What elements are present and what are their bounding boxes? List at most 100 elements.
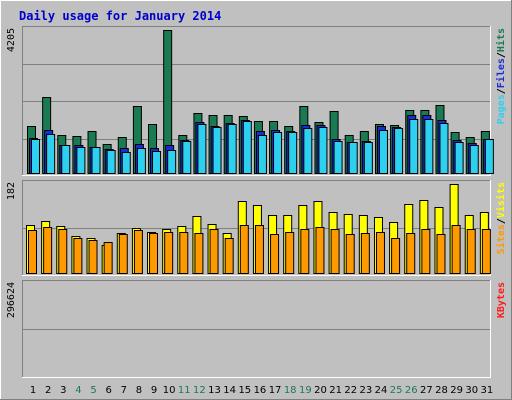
bar-sites-day-16 (254, 225, 264, 274)
x-label-day-2: 2 (45, 385, 51, 396)
x-label-day-28: 28 (435, 385, 448, 396)
y-max-label: 4205 (6, 28, 17, 52)
bar-sites-day-23 (360, 233, 370, 274)
x-label-day-14: 14 (223, 385, 236, 396)
x-label-day-15: 15 (238, 385, 251, 396)
bar-sites-day-28 (436, 234, 446, 274)
bar-pages-day-1 (31, 139, 40, 174)
y-max-label: 182 (6, 182, 17, 200)
x-label-day-30: 30 (465, 385, 478, 396)
bar-sites-day-24 (375, 232, 385, 274)
x-label-day-26: 26 (405, 385, 418, 396)
legend: Pages/Files/Hits (495, 28, 507, 124)
bar-pages-day-15 (242, 121, 252, 174)
x-label-day-6: 6 (105, 385, 111, 396)
bar-pages-day-10 (167, 150, 177, 174)
bar-sites-day-4 (73, 238, 83, 274)
bar-sites-day-29 (451, 225, 461, 274)
bar-pages-day-6 (106, 150, 116, 174)
bar-sites-day-20 (315, 227, 325, 274)
bar-pages-day-5 (91, 147, 101, 174)
x-label-day-22: 22 (344, 385, 357, 396)
y-max-label: 296624 (6, 282, 17, 318)
x-label-day-3: 3 (60, 385, 66, 396)
bar-sites-day-9 (149, 233, 159, 274)
x-label-day-24: 24 (375, 385, 388, 396)
bar-pages-day-3 (61, 145, 71, 174)
bar-sites-day-14 (224, 238, 234, 274)
bar-pages-day-29 (454, 142, 464, 174)
bar-pages-day-22 (348, 142, 358, 174)
bar-pages-day-11 (182, 141, 192, 174)
bar-pages-day-12 (197, 124, 207, 174)
bar-sites-day-8 (133, 230, 143, 274)
x-label-day-25: 25 (390, 385, 403, 396)
x-label-day-23: 23 (359, 385, 372, 396)
x-label-day-12: 12 (193, 385, 206, 396)
x-label-day-9: 9 (151, 385, 157, 396)
bar-pages-day-7 (121, 152, 131, 174)
bar-sites-day-26 (406, 233, 416, 274)
legend-entry: KBytes (496, 282, 507, 318)
legend-entry: Visits (495, 182, 507, 218)
legend-entry: / (496, 88, 507, 94)
bar-sites-day-10 (164, 232, 174, 274)
x-label-day-11: 11 (178, 385, 191, 396)
bar-sites-day-11 (179, 232, 189, 274)
bar-sites-day-22 (345, 234, 355, 274)
bar-sites-day-6 (103, 242, 113, 274)
x-label-day-1: 1 (30, 385, 36, 396)
x-label-day-27: 27 (420, 385, 433, 396)
legend-entry: / (496, 52, 507, 58)
bar-sites-day-1 (28, 230, 37, 274)
chart-title: Daily usage for January 2014 (19, 9, 221, 23)
legend-entry: Pages (496, 94, 507, 124)
x-label-day-20: 20 (314, 385, 327, 396)
bar-pages-day-13 (212, 127, 222, 174)
bar-pages-day-23 (363, 142, 373, 174)
bar-pages-day-31 (484, 139, 494, 174)
x-label-day-16: 16 (254, 385, 267, 396)
bar-pages-day-26 (409, 119, 419, 174)
bar-pages-day-18 (288, 132, 298, 174)
bar-sites-day-7 (118, 234, 128, 274)
bar-pages-day-25 (394, 128, 404, 174)
bar-sites-day-31 (481, 229, 491, 274)
legend: Sites/Visits (495, 182, 507, 254)
bar-sites-day-25 (391, 238, 401, 274)
bar-pages-day-14 (227, 124, 237, 174)
bar-sites-day-27 (421, 229, 431, 274)
legend: KBytes (496, 282, 507, 318)
bar-pages-day-9 (152, 151, 162, 174)
panel-visits-sites: 182 Sites/Visits (6, 180, 507, 276)
bar-pages-day-17 (273, 132, 283, 174)
bar-pages-day-27 (424, 119, 434, 174)
x-label-day-21: 21 (329, 385, 342, 396)
bar-sites-day-17 (270, 234, 280, 274)
x-label-day-5: 5 (90, 385, 96, 396)
x-label-day-31: 31 (481, 385, 494, 396)
bar-sites-day-12 (194, 233, 204, 274)
bar-sites-day-18 (285, 232, 295, 274)
bar-sites-day-2 (43, 227, 53, 274)
x-label-day-18: 18 (284, 385, 297, 396)
x-label-day-7: 7 (121, 385, 127, 396)
bar-sites-day-3 (58, 229, 68, 274)
panel-hits-files-pages: 4205 Pages/Files/Hits (6, 26, 507, 176)
bar-pages-day-4 (76, 147, 86, 174)
x-label-day-10: 10 (163, 385, 176, 396)
bar-pages-day-30 (469, 145, 479, 174)
legend-entry: Files (495, 58, 507, 88)
x-label-day-4: 4 (75, 385, 81, 396)
legend-entry: Sites (495, 224, 507, 254)
x-label-day-19: 19 (299, 385, 312, 396)
chart-panels: 4205Pages/Files/Hits182Sites/Visits29662… (6, 26, 507, 378)
bar-sites-day-15 (239, 225, 249, 274)
bar-pages-day-28 (439, 123, 449, 174)
panel-kbytes: 296624 KBytes (6, 280, 507, 378)
x-label-day-29: 29 (450, 385, 463, 396)
bar-sites-day-13 (209, 229, 219, 274)
bar-sites-day-30 (466, 229, 476, 274)
bar-pages-day-24 (378, 130, 388, 174)
